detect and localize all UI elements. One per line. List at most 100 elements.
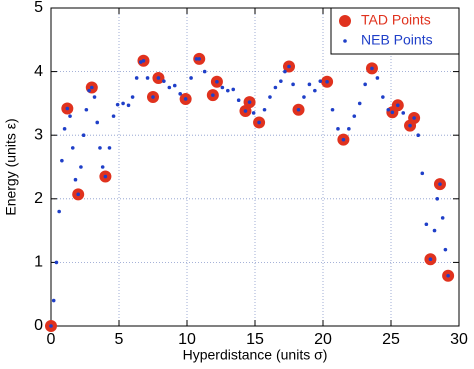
point <box>194 57 199 61</box>
point <box>330 107 335 112</box>
point <box>98 146 102 150</box>
point <box>81 133 86 137</box>
point <box>92 95 97 99</box>
point <box>134 76 139 80</box>
point <box>90 85 94 90</box>
point <box>172 83 177 88</box>
legend-label: TAD Points <box>361 12 431 28</box>
point <box>183 97 188 101</box>
legend-marker <box>339 15 351 27</box>
point <box>412 116 416 120</box>
point <box>220 85 225 90</box>
point <box>57 209 61 214</box>
point <box>296 107 301 112</box>
point <box>313 88 317 93</box>
point <box>138 60 143 64</box>
point <box>273 85 278 90</box>
point <box>443 247 448 252</box>
point <box>62 127 67 131</box>
legend-marker <box>343 39 347 43</box>
point <box>386 107 391 112</box>
point <box>49 324 53 328</box>
point <box>197 57 202 61</box>
point <box>287 64 291 69</box>
point <box>390 110 395 115</box>
point <box>424 222 429 227</box>
point <box>68 114 72 118</box>
point <box>95 120 100 125</box>
point <box>428 257 433 262</box>
point <box>336 127 340 131</box>
point <box>307 82 312 87</box>
point <box>87 88 91 93</box>
x-tick-label: 10 <box>178 331 196 348</box>
point <box>189 76 193 80</box>
x-tick-label: 20 <box>314 331 332 348</box>
point <box>178 92 182 96</box>
point <box>363 82 367 87</box>
point <box>291 82 295 87</box>
x-tick-label: 15 <box>246 331 264 348</box>
point <box>247 100 252 104</box>
point <box>279 79 283 83</box>
point <box>396 103 400 108</box>
y-tick-label: 3 <box>34 126 43 143</box>
point <box>51 298 56 303</box>
y-tick-label: 2 <box>34 190 43 207</box>
point <box>268 95 272 99</box>
point <box>381 95 385 99</box>
y-tick-label: 0 <box>34 317 43 334</box>
point <box>215 79 219 84</box>
point <box>432 228 437 233</box>
point <box>251 111 256 115</box>
point <box>226 88 230 93</box>
point <box>262 107 267 112</box>
point <box>257 120 261 125</box>
point <box>420 171 425 176</box>
point <box>302 95 306 99</box>
x-tick-label: 5 <box>115 331 124 348</box>
point <box>231 87 236 92</box>
point <box>440 216 445 220</box>
point <box>100 165 105 169</box>
point <box>107 146 112 150</box>
point <box>370 66 374 71</box>
point <box>162 79 166 83</box>
point <box>357 101 362 106</box>
point <box>236 98 241 103</box>
point <box>145 76 150 80</box>
x-tick-label: 30 <box>450 331 468 348</box>
point <box>352 114 357 118</box>
plot-frame <box>50 7 460 327</box>
point <box>156 76 161 80</box>
point <box>401 111 406 115</box>
point <box>115 102 120 107</box>
point <box>151 95 155 99</box>
point <box>84 107 89 112</box>
legend-label: NEB Points <box>361 32 433 48</box>
point <box>111 114 116 118</box>
point <box>202 69 207 74</box>
x-axis-label: Hyperdistance (units σ) <box>183 347 328 363</box>
point <box>283 69 287 74</box>
point <box>76 192 80 197</box>
point <box>408 123 412 128</box>
point <box>70 146 75 150</box>
y-tick-label: 5 <box>34 0 43 16</box>
point <box>211 93 215 97</box>
point <box>347 127 351 131</box>
point <box>435 197 440 201</box>
point <box>65 106 70 111</box>
point <box>325 79 329 84</box>
point <box>318 79 323 83</box>
point <box>126 103 131 108</box>
y-axis-label: Energy (units ε) <box>3 118 19 215</box>
point <box>375 76 380 80</box>
legend-box <box>330 7 460 55</box>
point <box>60 158 64 163</box>
point <box>73 177 78 182</box>
y-tick-label: 1 <box>34 254 43 271</box>
point <box>416 133 421 137</box>
point <box>130 95 135 99</box>
